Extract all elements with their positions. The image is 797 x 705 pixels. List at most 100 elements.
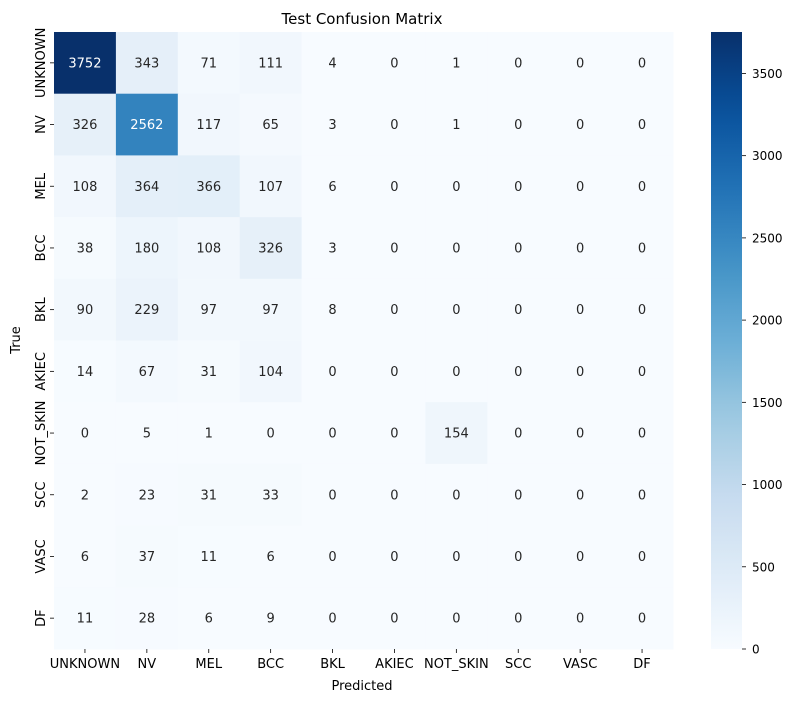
heatmap-cell: [363, 32, 426, 95]
heatmap-cell: [611, 32, 674, 95]
x-tick-label: UNKNOWN: [50, 657, 120, 672]
cell-value-label: 229: [134, 303, 159, 318]
heatmap-cell: [301, 32, 364, 95]
heatmap-cell: [549, 587, 612, 650]
heatmap-cell: [549, 340, 612, 403]
cell-value-label: 0: [390, 118, 398, 133]
colorbar-tick-label: 2000: [752, 314, 783, 328]
cell-value-label: 0: [328, 612, 336, 627]
heatmap-cell: [549, 217, 612, 280]
heatmap-cell: [301, 340, 364, 403]
heatmap-cell: [301, 525, 364, 588]
heatmap-cell: [301, 217, 364, 280]
heatmap-cell: [115, 217, 179, 280]
heatmap-cell: [487, 463, 550, 527]
cell-value-label: 6: [81, 550, 89, 565]
heatmap-cell: [54, 587, 117, 650]
colorbar-tick-label: 2500: [752, 231, 783, 245]
heatmap-cell: [54, 278, 117, 341]
heatmap-cell: [239, 217, 303, 280]
cell-value-label: 0: [390, 612, 398, 627]
cell-value-label: 3752: [68, 56, 101, 71]
heatmap-cell: [425, 340, 488, 403]
cell-value-label: 364: [134, 180, 159, 195]
heatmap-cell: [425, 32, 488, 95]
cell-value-label: 8: [328, 303, 336, 318]
heatmap-cell: [301, 587, 364, 650]
cell-value-label: 0: [514, 612, 522, 627]
heatmap-cell: [115, 402, 179, 465]
cell-value-label: 0: [390, 180, 398, 195]
cell-value-label: 0: [452, 488, 460, 503]
cell-value-label: 0: [576, 612, 584, 627]
cell-value-label: 33: [262, 488, 279, 503]
cell-value-label: 11: [77, 612, 94, 627]
heatmap-cell: [611, 93, 674, 156]
cell-value-label: 366: [196, 180, 221, 195]
cell-value-label: 0: [638, 427, 646, 442]
heatmap-cell: [177, 402, 241, 465]
chart-title: Test Confusion Matrix: [281, 10, 443, 28]
heatmap-cell: [239, 155, 303, 218]
cell-value-label: 9: [267, 612, 275, 627]
heatmap-cell: [177, 93, 241, 156]
cell-value-label: 0: [390, 427, 398, 442]
heatmap-cell: [115, 525, 179, 588]
cell-value-label: 65: [262, 118, 279, 133]
heatmap-cell: [549, 463, 612, 527]
cell-value-label: 0: [576, 303, 584, 318]
x-tick-label: DF: [633, 657, 651, 672]
cell-value-label: 343: [134, 56, 159, 71]
colorbar-tick-label: 3000: [752, 149, 783, 163]
cell-value-label: 0: [390, 550, 398, 565]
cell-value-label: 0: [576, 550, 584, 565]
cell-value-label: 0: [514, 488, 522, 503]
heatmap-cell: [301, 155, 364, 218]
colorbar-tick-label: 500: [752, 560, 775, 574]
heatmap-cell: [54, 155, 117, 218]
y-tick-label: VASC: [34, 539, 49, 573]
heatmap-cell: [115, 93, 179, 156]
heatmap-cell: [177, 463, 241, 527]
heatmap-cell: [487, 217, 550, 280]
cell-value-label: 28: [139, 612, 156, 627]
heatmap-cell: [363, 402, 426, 465]
heatmap-cell: [549, 278, 612, 341]
cell-value-label: 108: [196, 241, 221, 256]
heatmap-cell: [177, 587, 241, 650]
cell-value-label: 180: [134, 241, 159, 256]
heatmap-cell: [487, 340, 550, 403]
y-tick-label: AKIEC: [34, 352, 49, 391]
heatmap-cell: [239, 463, 303, 527]
heatmap-cell: [549, 32, 612, 95]
cell-value-label: 0: [328, 488, 336, 503]
cell-value-label: 38: [77, 241, 94, 256]
heatmap-cell: [611, 525, 674, 588]
heatmap-cell: [177, 32, 241, 95]
y-tick-label: UNKNOWN: [34, 28, 49, 98]
cell-value-label: 0: [638, 488, 646, 503]
heatmap-cell: [425, 587, 488, 650]
heatmap-cell: [425, 93, 488, 156]
cell-value-label: 0: [514, 241, 522, 256]
heatmap-cell: [301, 93, 364, 156]
cell-value-label: 0: [514, 427, 522, 442]
cell-value-label: 117: [196, 118, 221, 133]
cell-value-label: 0: [638, 241, 646, 256]
cell-value-label: 0: [328, 550, 336, 565]
heatmap-cell: [611, 340, 674, 403]
cell-value-label: 0: [638, 303, 646, 318]
cell-value-label: 11: [200, 550, 217, 565]
y-tick-label: SCC: [34, 482, 49, 508]
cell-value-label: 0: [576, 56, 584, 71]
heatmap-cell: [363, 587, 426, 650]
y-tick-label: NV: [34, 115, 49, 134]
cell-value-label: 2562: [130, 118, 163, 133]
heatmap-cell: [487, 93, 550, 156]
x-tick-label: NV: [138, 657, 157, 672]
heatmap-cell: [177, 278, 241, 341]
heatmap-cell: [239, 93, 303, 156]
heatmap-cell: [425, 217, 488, 280]
cell-value-label: 0: [390, 365, 398, 380]
